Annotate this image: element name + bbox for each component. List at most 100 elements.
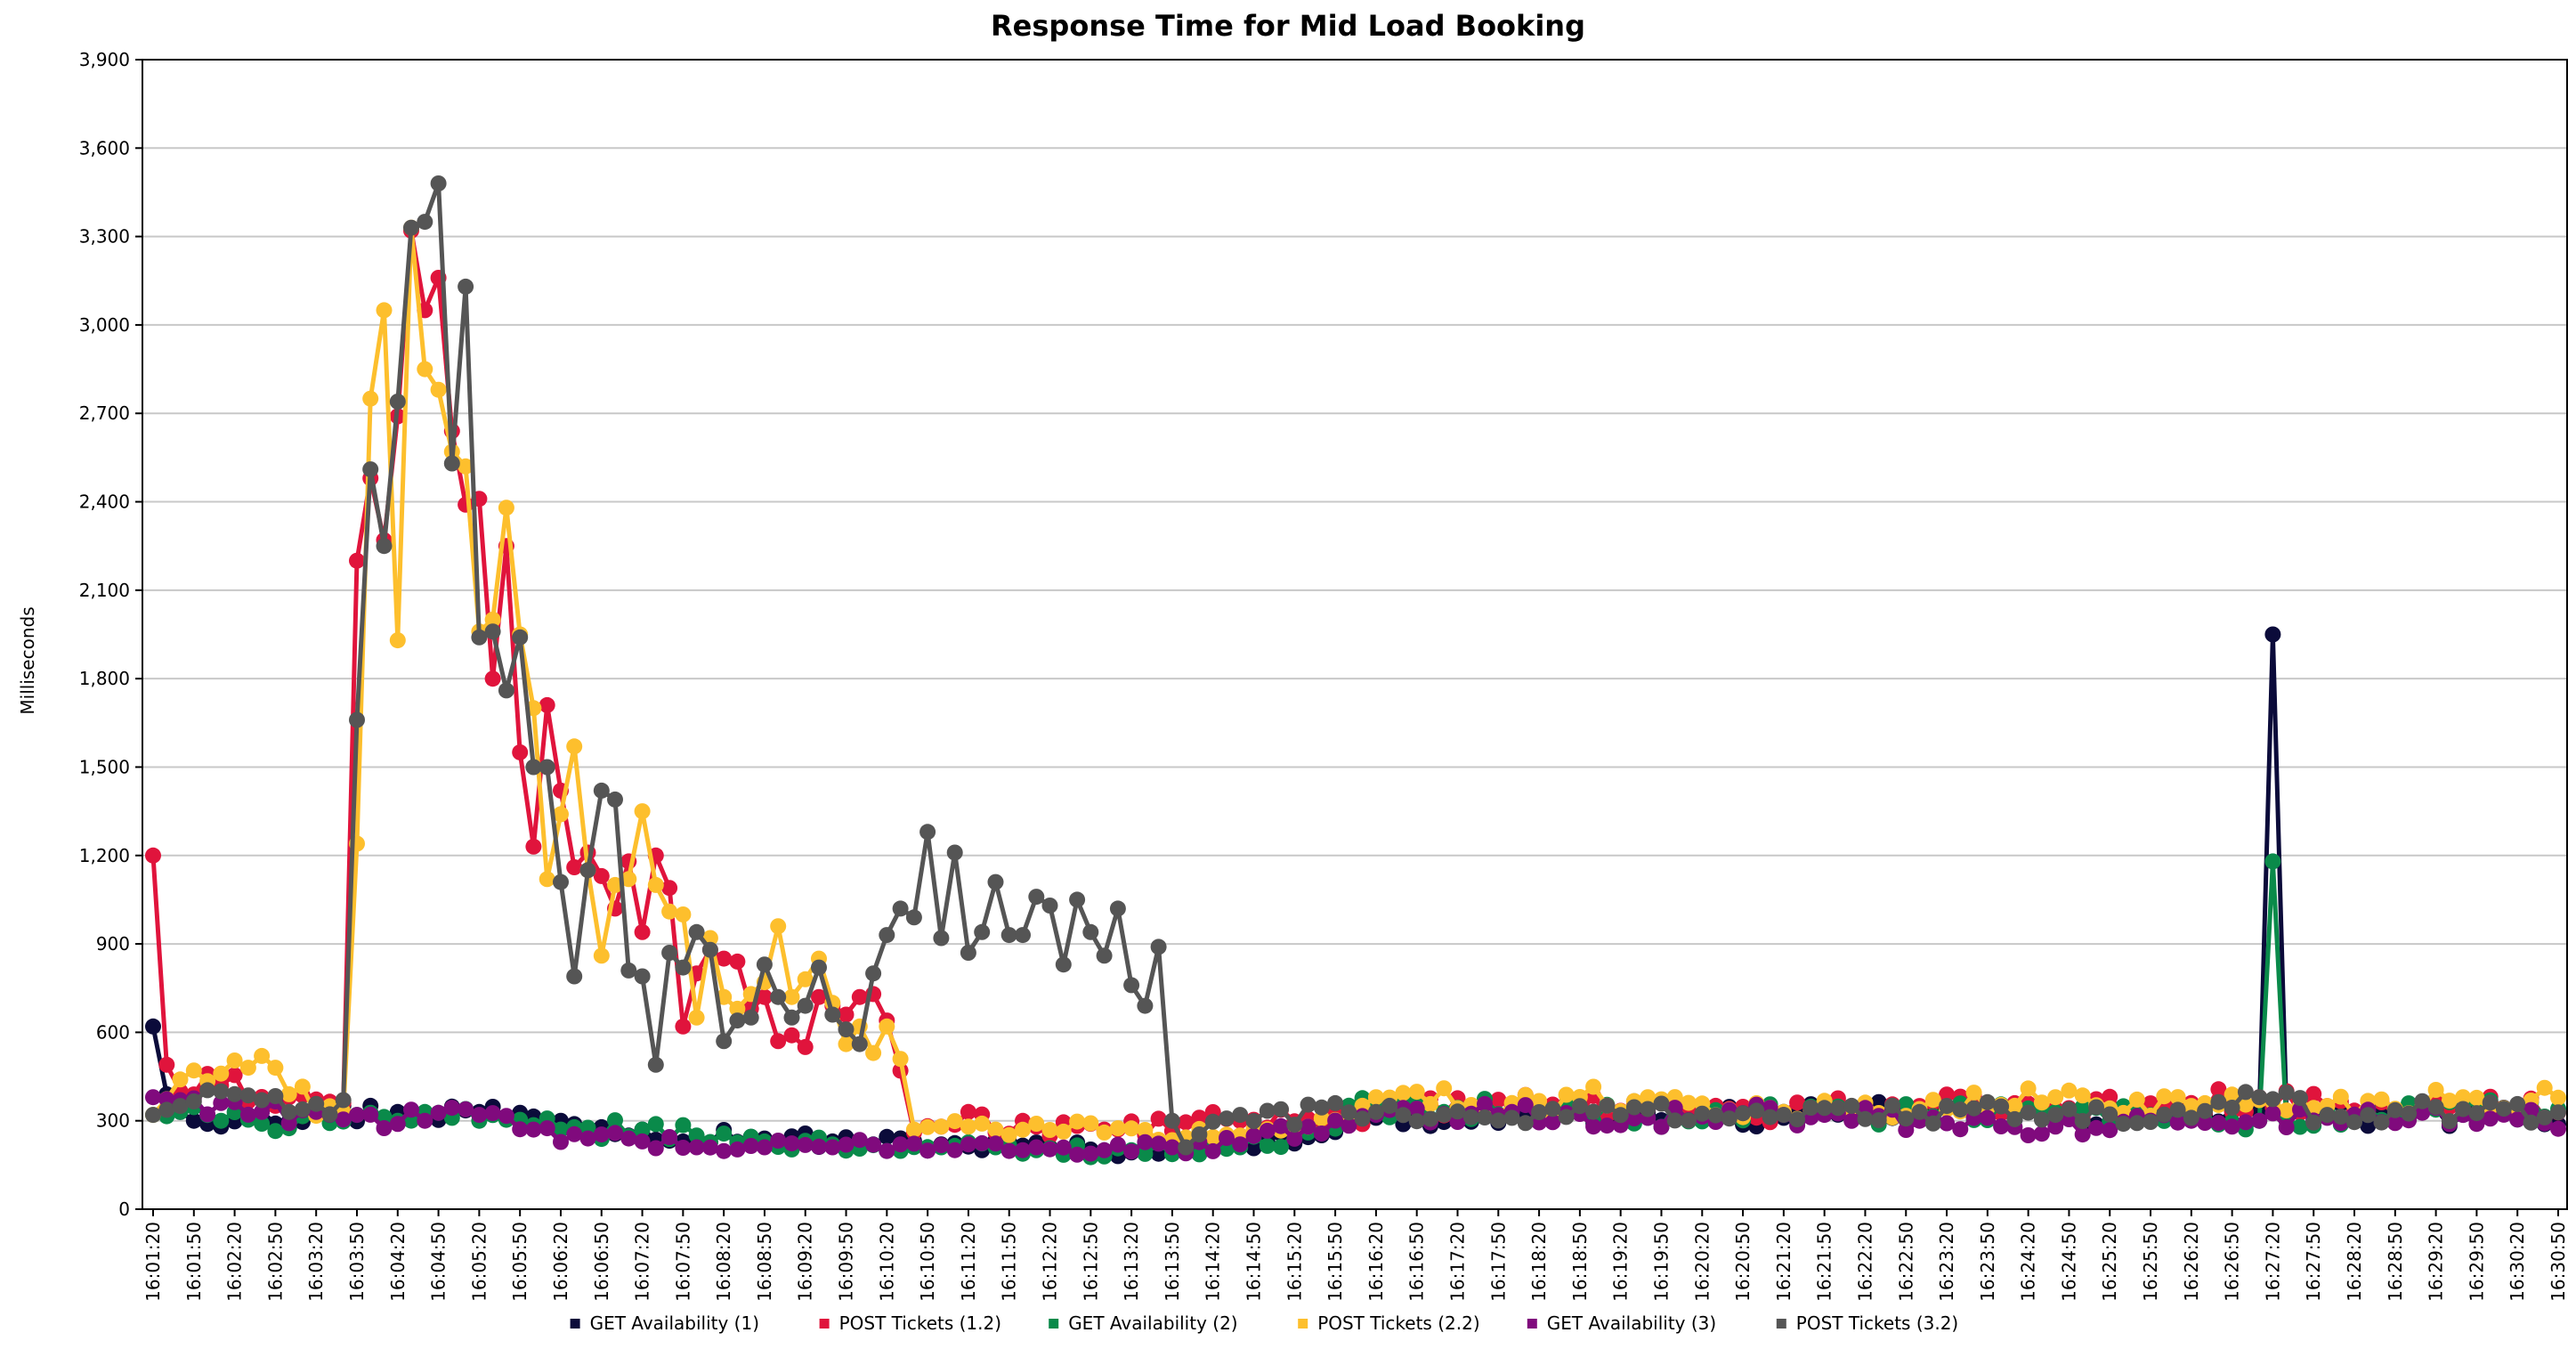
data-point [2550,1120,2566,1137]
data-point [158,1101,175,1118]
x-tick-label: 16:30:50 [2548,1222,2569,1302]
data-point [185,1062,202,1079]
data-point [458,278,474,295]
x-tick-label: 16:13:20 [1121,1222,1142,1302]
data-point [1558,1109,1575,1125]
x-tick-label: 16:29:20 [2426,1222,2447,1302]
data-point [458,1101,474,1117]
data-point [2143,1114,2159,1130]
data-point [1109,900,1126,917]
data-point [1681,1094,1697,1111]
data-point [145,1018,161,1035]
data-point [389,632,406,649]
data-point [2033,1094,2050,1111]
data-point [905,1135,922,1152]
data-point [919,1142,936,1159]
data-point [2074,1126,2091,1143]
legend-swatch [1776,1319,1786,1329]
data-point [484,670,501,687]
x-tick-label: 16:11:50 [999,1222,1020,1302]
data-point [1816,1100,1833,1117]
data-point [838,1021,855,1038]
x-tick-label: 16:05:50 [509,1222,531,1302]
data-point [2006,1097,2023,1114]
data-point [376,1109,393,1125]
data-point [1517,1097,1534,1114]
data-point [553,874,569,890]
data-point [1395,1107,1412,1124]
data-point [824,1006,841,1023]
data-point [688,1139,705,1156]
data-point [1531,1093,1548,1109]
data-point [553,1121,569,1138]
data-point [362,461,379,478]
data-point [172,1071,189,1088]
data-point [158,1056,175,1073]
data-point [1544,1114,1561,1131]
data-point [349,711,365,728]
data-point [2495,1101,2512,1117]
data-point [2128,1115,2145,1132]
x-tick-label: 16:25:50 [2140,1222,2161,1302]
x-tick-label: 16:03:50 [346,1222,368,1302]
data-point [2033,1125,2050,1142]
data-point [553,806,569,823]
data-point [254,1092,271,1109]
data-point [593,1126,610,1143]
data-point [1965,1100,1982,1117]
data-point [879,1128,895,1145]
data-point [1395,1085,1412,1101]
data-point [675,959,692,976]
data-point [838,1036,855,1052]
data-point [716,1142,733,1159]
x-tick-label: 16:17:20 [1446,1222,1468,1302]
data-point [2468,1089,2485,1106]
data-point [2332,1088,2349,1105]
data-point [1408,1113,1425,1130]
data-point [2224,1100,2240,1116]
data-point [2264,853,2281,870]
data-point [593,867,610,884]
x-tick-label: 16:28:20 [2344,1222,2365,1302]
x-tick-label: 16:24:20 [2018,1222,2039,1302]
data-point [1191,1146,1208,1163]
data-point [1843,1112,1860,1129]
data-point [213,1083,230,1100]
data-point [1313,1125,1330,1142]
series-6 [145,175,2566,1156]
data-point [417,361,433,378]
data-point [145,847,161,864]
data-point [1096,1142,1113,1158]
data-point [675,1018,692,1035]
data-point [2197,1115,2214,1131]
data-point [770,988,787,1005]
data-point [675,1140,692,1156]
data-point [716,1125,733,1142]
chart-title: Response Time for Mid Load Booking [991,9,1585,43]
data-point [729,1000,746,1017]
data-point [797,1038,814,1055]
data-point [2455,1101,2472,1117]
data-point [280,1115,297,1132]
data-point [1802,1100,1819,1116]
x-tick-label: 16:02:20 [224,1222,246,1302]
data-point [1585,1118,1602,1135]
data-point [634,803,651,820]
data-point [783,1009,800,1026]
x-tick-label: 16:15:50 [1324,1222,1346,1302]
x-tick-label: 16:19:20 [1610,1222,1632,1302]
data-point [172,1098,189,1115]
data-point [185,1093,202,1109]
data-point [498,500,514,516]
data-point [2074,1113,2091,1129]
data-point [1979,1109,1996,1126]
data-point [1082,1145,1099,1162]
data-point [1625,1110,1642,1126]
data-point [1408,1101,1425,1117]
data-point [675,1117,692,1134]
x-tick-label: 16:05:20 [468,1222,490,1302]
data-point [919,824,936,841]
data-point [2441,1093,2458,1109]
data-point [2020,1127,2037,1143]
data-point [1843,1097,1860,1114]
